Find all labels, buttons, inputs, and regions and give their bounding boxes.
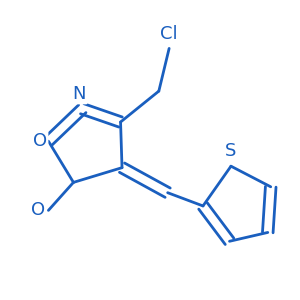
Text: O: O [31, 201, 46, 219]
Text: Cl: Cl [160, 25, 178, 43]
Text: O: O [33, 132, 47, 150]
Text: S: S [225, 142, 237, 160]
Text: N: N [73, 85, 86, 103]
